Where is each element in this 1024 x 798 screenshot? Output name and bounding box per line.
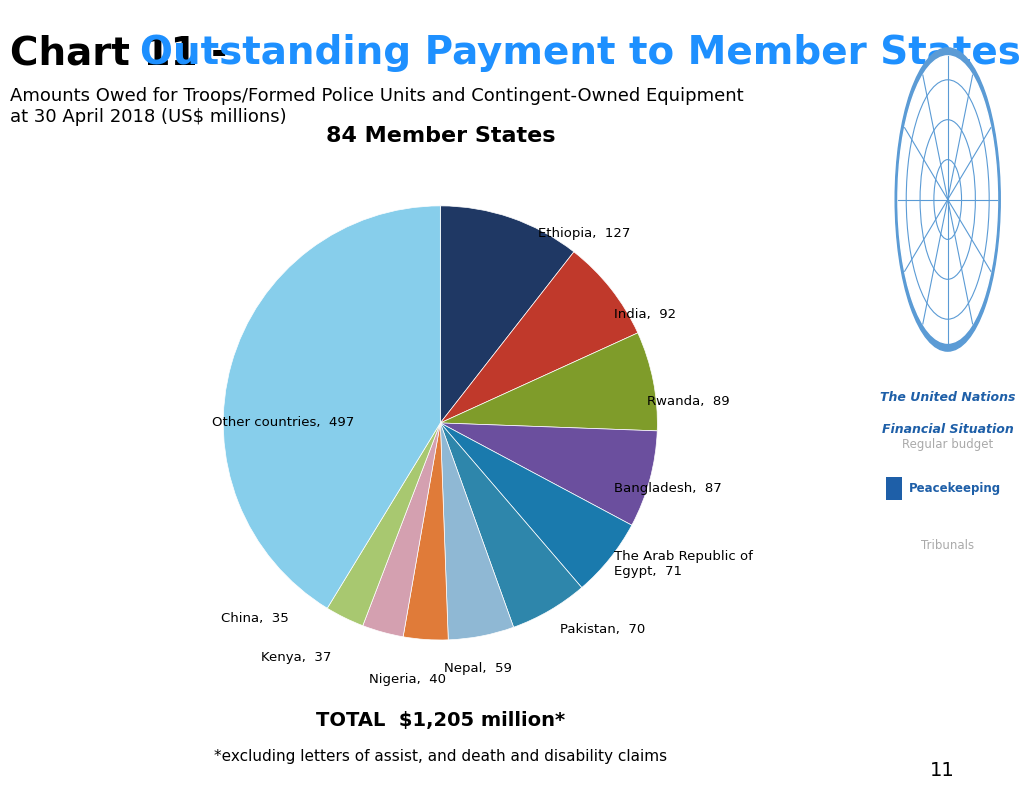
Wedge shape bbox=[440, 423, 632, 587]
Wedge shape bbox=[362, 423, 440, 637]
Wedge shape bbox=[328, 423, 440, 626]
Circle shape bbox=[898, 56, 997, 343]
Text: Nigeria,  40: Nigeria, 40 bbox=[370, 673, 446, 685]
Wedge shape bbox=[440, 423, 582, 627]
Text: *excluding letters of assist, and death and disability claims: *excluding letters of assist, and death … bbox=[214, 749, 667, 764]
Text: The United Nations: The United Nations bbox=[880, 391, 1016, 404]
Text: Chart 11 -: Chart 11 - bbox=[10, 34, 241, 73]
Text: The Arab Republic of
Egypt,  71: The Arab Republic of Egypt, 71 bbox=[614, 550, 753, 578]
Wedge shape bbox=[440, 333, 657, 431]
Text: Other countries,  497: Other countries, 497 bbox=[212, 417, 354, 429]
Text: TOTAL  $1,205 million*: TOTAL $1,205 million* bbox=[315, 711, 565, 729]
Text: Outstanding Payment to Member States: Outstanding Payment to Member States bbox=[140, 34, 1021, 73]
Text: Amounts Owed for Troops/Formed Police Units and Contingent-Owned Equipment
at 30: Amounts Owed for Troops/Formed Police Un… bbox=[10, 87, 743, 126]
Text: Peacekeeping: Peacekeeping bbox=[909, 482, 1001, 495]
Text: Tribunals: Tribunals bbox=[922, 539, 974, 551]
Bar bbox=[886, 477, 902, 500]
Text: Ethiopia,  127: Ethiopia, 127 bbox=[538, 227, 631, 239]
Wedge shape bbox=[440, 252, 638, 423]
Wedge shape bbox=[440, 423, 657, 525]
Wedge shape bbox=[440, 423, 514, 640]
Text: Bangladesh,  87: Bangladesh, 87 bbox=[614, 481, 722, 495]
Text: 11: 11 bbox=[930, 760, 954, 780]
Text: Financial Situation: Financial Situation bbox=[882, 423, 1014, 436]
Text: Rwanda,  89: Rwanda, 89 bbox=[646, 395, 729, 408]
Text: Pakistan,  70: Pakistan, 70 bbox=[560, 622, 645, 636]
Text: 84 Member States: 84 Member States bbox=[326, 125, 555, 146]
Text: China,  35: China, 35 bbox=[220, 612, 289, 625]
Text: Nepal,  59: Nepal, 59 bbox=[444, 662, 512, 674]
Wedge shape bbox=[223, 206, 440, 608]
Text: Regular budget: Regular budget bbox=[902, 438, 993, 451]
Wedge shape bbox=[440, 206, 573, 423]
Text: India,  92: India, 92 bbox=[614, 308, 676, 321]
Wedge shape bbox=[403, 423, 449, 640]
Circle shape bbox=[895, 48, 1000, 351]
Text: Kenya,  37: Kenya, 37 bbox=[261, 651, 332, 664]
